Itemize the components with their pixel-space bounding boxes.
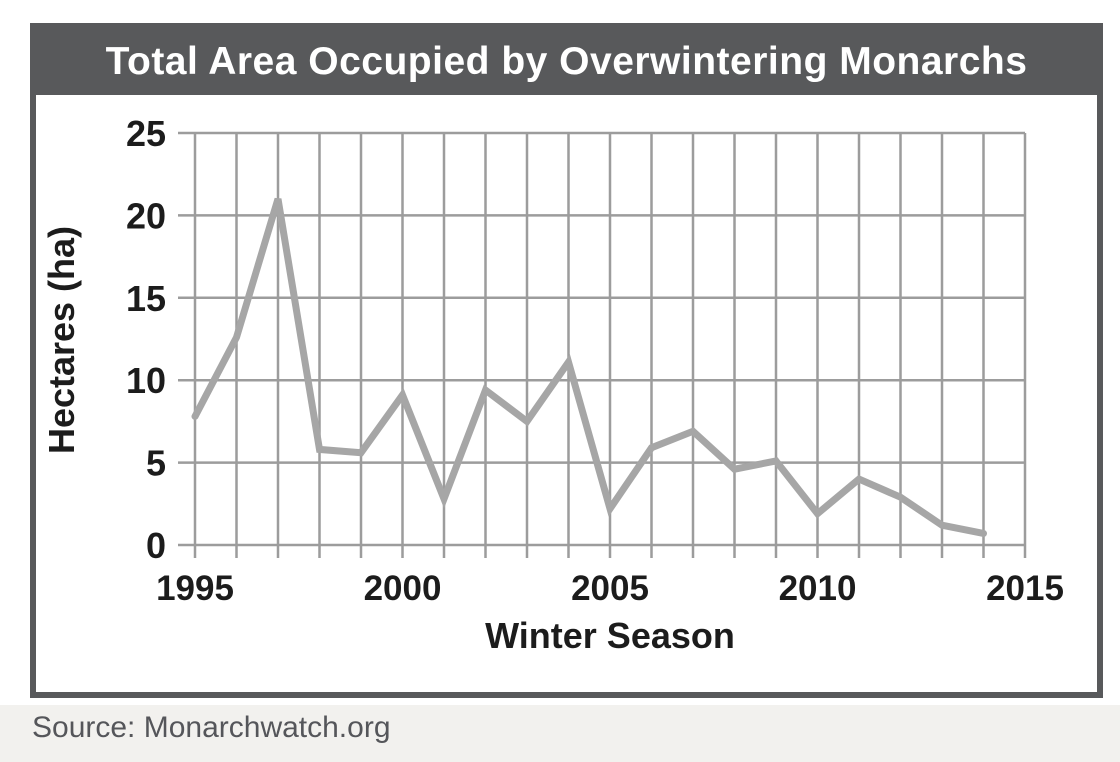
y-tick-label: 5 [146, 443, 166, 484]
chart-title: Total Area Occupied by Overwintering Mon… [105, 40, 1028, 83]
source-note: Source: Monarchwatch.org [32, 711, 391, 744]
y-tick-label: 15 [126, 278, 166, 319]
line-chart-canvas: 0 5 10 15 20 25 1995 2000 2005 2010 2015 Hectares (… [41, 113, 1064, 656]
x-tick-label: 2010 [779, 569, 857, 608]
chart-title-bar: Total Area Occupied by Overwintering Mon… [36, 29, 1097, 95]
x-tick-label: 2005 [571, 569, 649, 608]
x-axis-label: Winter Season [485, 615, 735, 656]
x-tick-label: 2015 [986, 569, 1064, 608]
chart-figure: Total Area Occupied by Overwintering Mon… [30, 23, 1103, 698]
x-tick-label: 1995 [156, 569, 234, 608]
y-axis-label: Hectares (ha) [41, 226, 82, 454]
data-line-monarch-area [191, 197, 987, 537]
y-tick-label: 20 [126, 195, 166, 236]
source-footer: Source: Monarchwatch.org [0, 705, 1120, 762]
y-tick-label: 10 [126, 360, 166, 401]
y-tick-label: 25 [126, 113, 166, 154]
y-tick-label: 0 [146, 525, 166, 566]
x-tick-label: 2000 [364, 569, 442, 608]
